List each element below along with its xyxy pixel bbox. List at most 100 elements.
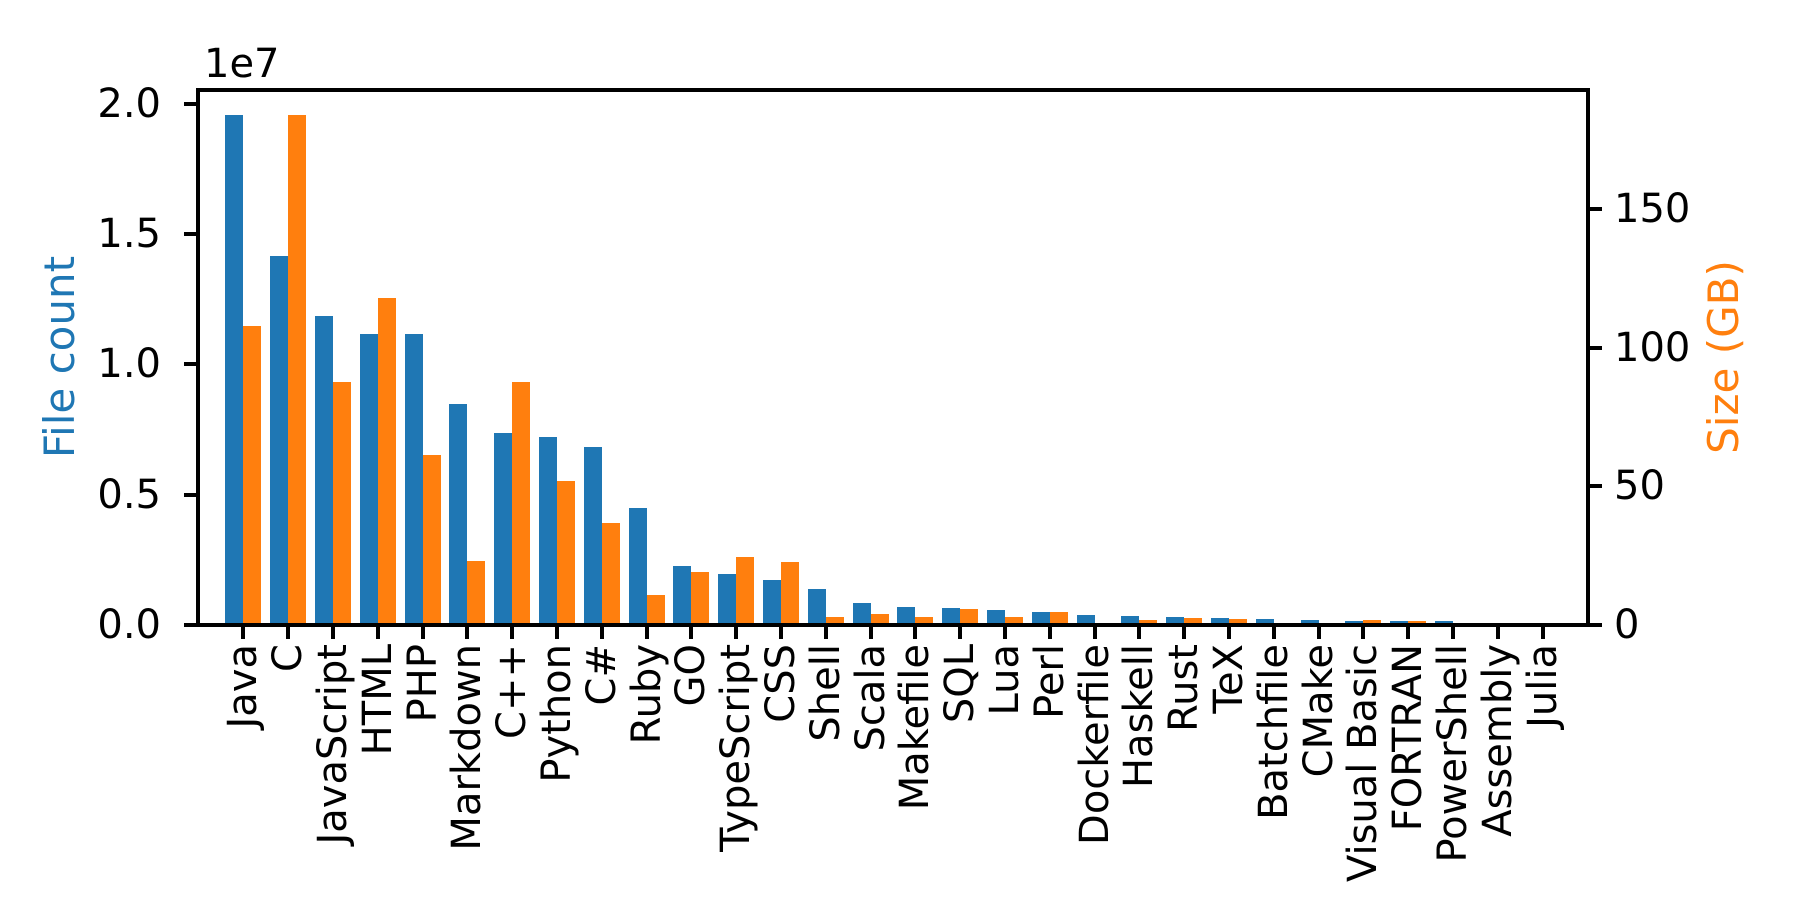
x-axis-tick	[913, 627, 918, 639]
size-bar	[915, 616, 934, 625]
x-axis-tick	[1495, 627, 1500, 639]
x-axis-tick	[868, 627, 873, 639]
x-tick-label: Scala	[847, 644, 894, 752]
x-tick-label: Visual Basic	[1340, 644, 1387, 883]
x-axis-tick	[286, 627, 291, 639]
file-count-bar	[987, 609, 1006, 625]
x-tick-label: TeX	[1206, 644, 1253, 714]
plot-area	[198, 90, 1588, 625]
x-axis-tick	[778, 627, 783, 639]
file-count-bar	[1345, 620, 1364, 625]
file-count-bar	[1255, 618, 1274, 625]
right-axis-title: Size (GB)	[1699, 260, 1748, 454]
left-y-axis-tick	[184, 362, 196, 367]
right-y-axis-tick	[1590, 345, 1602, 350]
file-count-bar	[494, 432, 513, 625]
x-axis-tick	[554, 627, 559, 639]
x-tick-label: C	[265, 644, 312, 672]
file-count-bar	[314, 316, 333, 625]
x-axis-tick	[330, 627, 335, 639]
x-axis-tick	[1227, 627, 1232, 639]
x-axis-tick	[465, 627, 470, 639]
x-tick-label: Makefile	[892, 644, 939, 811]
size-bar	[736, 556, 755, 625]
x-axis-tick	[1047, 627, 1052, 639]
size-bar	[691, 571, 710, 625]
right-y-axis-tick	[1590, 207, 1602, 212]
x-tick-label: C++	[489, 644, 536, 739]
file-count-bar	[1300, 620, 1319, 625]
size-bar	[960, 609, 979, 625]
x-tick-label: Java	[220, 644, 267, 729]
file-count-bar	[404, 333, 423, 625]
size-bar	[243, 326, 262, 625]
file-count-bar	[583, 447, 602, 625]
x-axis-tick	[420, 627, 425, 639]
x-tick-label: Rust	[1161, 644, 1208, 732]
left-y-tick-label: 0.5	[97, 471, 161, 518]
size-bar	[601, 522, 620, 625]
file-count-bar	[762, 579, 781, 625]
file-count-bar	[225, 115, 244, 625]
file-count-bar	[1121, 616, 1140, 625]
x-tick-label: HTML	[354, 644, 401, 756]
size-bar	[288, 115, 307, 625]
x-axis-tick	[1137, 627, 1142, 639]
file-count-bar	[807, 588, 826, 625]
x-tick-label: TypeScript	[713, 644, 760, 852]
file-count-bar	[270, 256, 289, 625]
size-bar	[1184, 617, 1203, 625]
axis-spine-left	[196, 88, 200, 627]
x-tick-label: Markdown	[444, 644, 491, 851]
x-tick-label: Perl	[1026, 644, 1073, 719]
left-y-tick-label: 0.0	[97, 602, 161, 648]
file-count-bar	[1166, 616, 1185, 625]
file-count-bar	[1076, 615, 1095, 625]
file-count-bar	[673, 565, 692, 625]
size-bar	[1005, 617, 1024, 625]
right-y-tick-label: 50	[1614, 463, 1665, 510]
file-count-bar	[942, 607, 961, 625]
x-axis-tick	[1092, 627, 1097, 639]
x-axis-tick	[241, 627, 246, 639]
x-axis-tick	[734, 627, 739, 639]
right-y-axis-tick	[1590, 623, 1602, 627]
x-axis-tick	[644, 627, 649, 639]
x-axis-tick	[689, 627, 694, 639]
x-axis-tick	[958, 627, 963, 639]
right-y-tick-label: 0	[1614, 602, 1640, 648]
x-tick-label: Assembly	[1474, 644, 1521, 837]
right-y-tick-label: 150	[1614, 186, 1691, 233]
file-count-bar	[538, 436, 557, 625]
left-y-tick-label: 2.0	[97, 80, 161, 127]
x-axis-tick	[375, 627, 380, 639]
x-tick-label: Julia	[1519, 644, 1566, 728]
size-bar	[646, 594, 665, 625]
left-y-axis-tick	[184, 623, 196, 627]
size-bar	[556, 480, 575, 625]
x-tick-label: C#	[578, 644, 625, 706]
file-count-bar	[1031, 612, 1050, 625]
x-tick-label: Python	[533, 644, 580, 783]
left-y-axis-tick	[184, 101, 196, 106]
x-tick-label: Shell	[802, 644, 849, 742]
x-axis-tick	[823, 627, 828, 639]
x-tick-label: CSS	[757, 644, 804, 723]
x-axis-tick	[1003, 627, 1008, 639]
left-y-axis-tick	[184, 492, 196, 497]
left-axis-offset-text: 1e7	[204, 41, 280, 87]
left-y-axis-tick	[184, 232, 196, 237]
file-count-bar	[718, 574, 737, 625]
size-bar	[332, 381, 351, 625]
file-count-bar	[897, 607, 916, 625]
x-axis-tick	[1271, 627, 1276, 639]
x-tick-label: FORTRAN	[1385, 644, 1432, 832]
size-bar	[377, 297, 396, 625]
left-y-tick-label: 1.0	[97, 341, 161, 388]
x-tick-label: PHP	[399, 644, 446, 723]
size-bar	[870, 614, 889, 625]
file-count-bar	[1211, 618, 1230, 625]
x-axis-tick	[1406, 627, 1411, 639]
x-tick-label: CMake	[1295, 644, 1342, 778]
